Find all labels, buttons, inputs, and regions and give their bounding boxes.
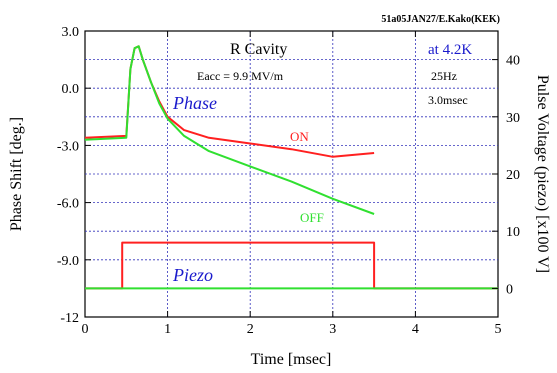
on-label: ON bbox=[290, 129, 309, 144]
y2-tick-label: 0 bbox=[506, 282, 513, 297]
series-off-line bbox=[84, 45, 375, 215]
y-tick-label: -3.0 bbox=[57, 139, 79, 154]
x-tick-label: 5 bbox=[495, 322, 502, 337]
y-tick-label: -9.0 bbox=[57, 254, 79, 269]
rate-label: 25Hz bbox=[431, 69, 457, 83]
pulse-width-label: 3.0msec bbox=[428, 93, 468, 107]
y-axis-label: Phase Shift [deg.] bbox=[8, 117, 25, 231]
series-piezo-line bbox=[85, 241, 498, 290]
y2-tick-label: 40 bbox=[506, 54, 520, 69]
y2-tick-label: 30 bbox=[506, 111, 520, 126]
y-tick-label: -6.0 bbox=[57, 197, 79, 212]
cavity-label: R Cavity bbox=[230, 41, 287, 58]
off-label: OFF bbox=[300, 210, 324, 225]
temperature-label: at 4.2K bbox=[428, 42, 472, 58]
x-tick-label: 3 bbox=[329, 322, 336, 337]
y2-axis-label: Pulse Voltage (piezo) [x100 V] bbox=[534, 75, 551, 273]
y-tick-label: 3.0 bbox=[62, 25, 80, 40]
y2-tick-label: 10 bbox=[506, 225, 520, 240]
x-tick-label: 4 bbox=[412, 322, 419, 337]
traces bbox=[84, 45, 498, 290]
phase-label: Phase bbox=[172, 93, 217, 113]
y-tick-label: -12 bbox=[60, 311, 79, 326]
x-tick-label: 2 bbox=[247, 322, 254, 337]
eacc-label: Eacc = 9.9 MV/m bbox=[197, 69, 284, 83]
x-tick-label: 1 bbox=[164, 322, 171, 337]
x-tick-label: 0 bbox=[82, 322, 89, 337]
y-tick-label: 0.0 bbox=[62, 82, 80, 97]
y2-tick-label: 20 bbox=[506, 168, 520, 183]
x-axis-label: Time [msec] bbox=[251, 351, 332, 368]
piezo-label: Piezo bbox=[172, 265, 213, 285]
chart-header: 51a05JAN27/E.Kako(KEK) bbox=[381, 14, 500, 25]
